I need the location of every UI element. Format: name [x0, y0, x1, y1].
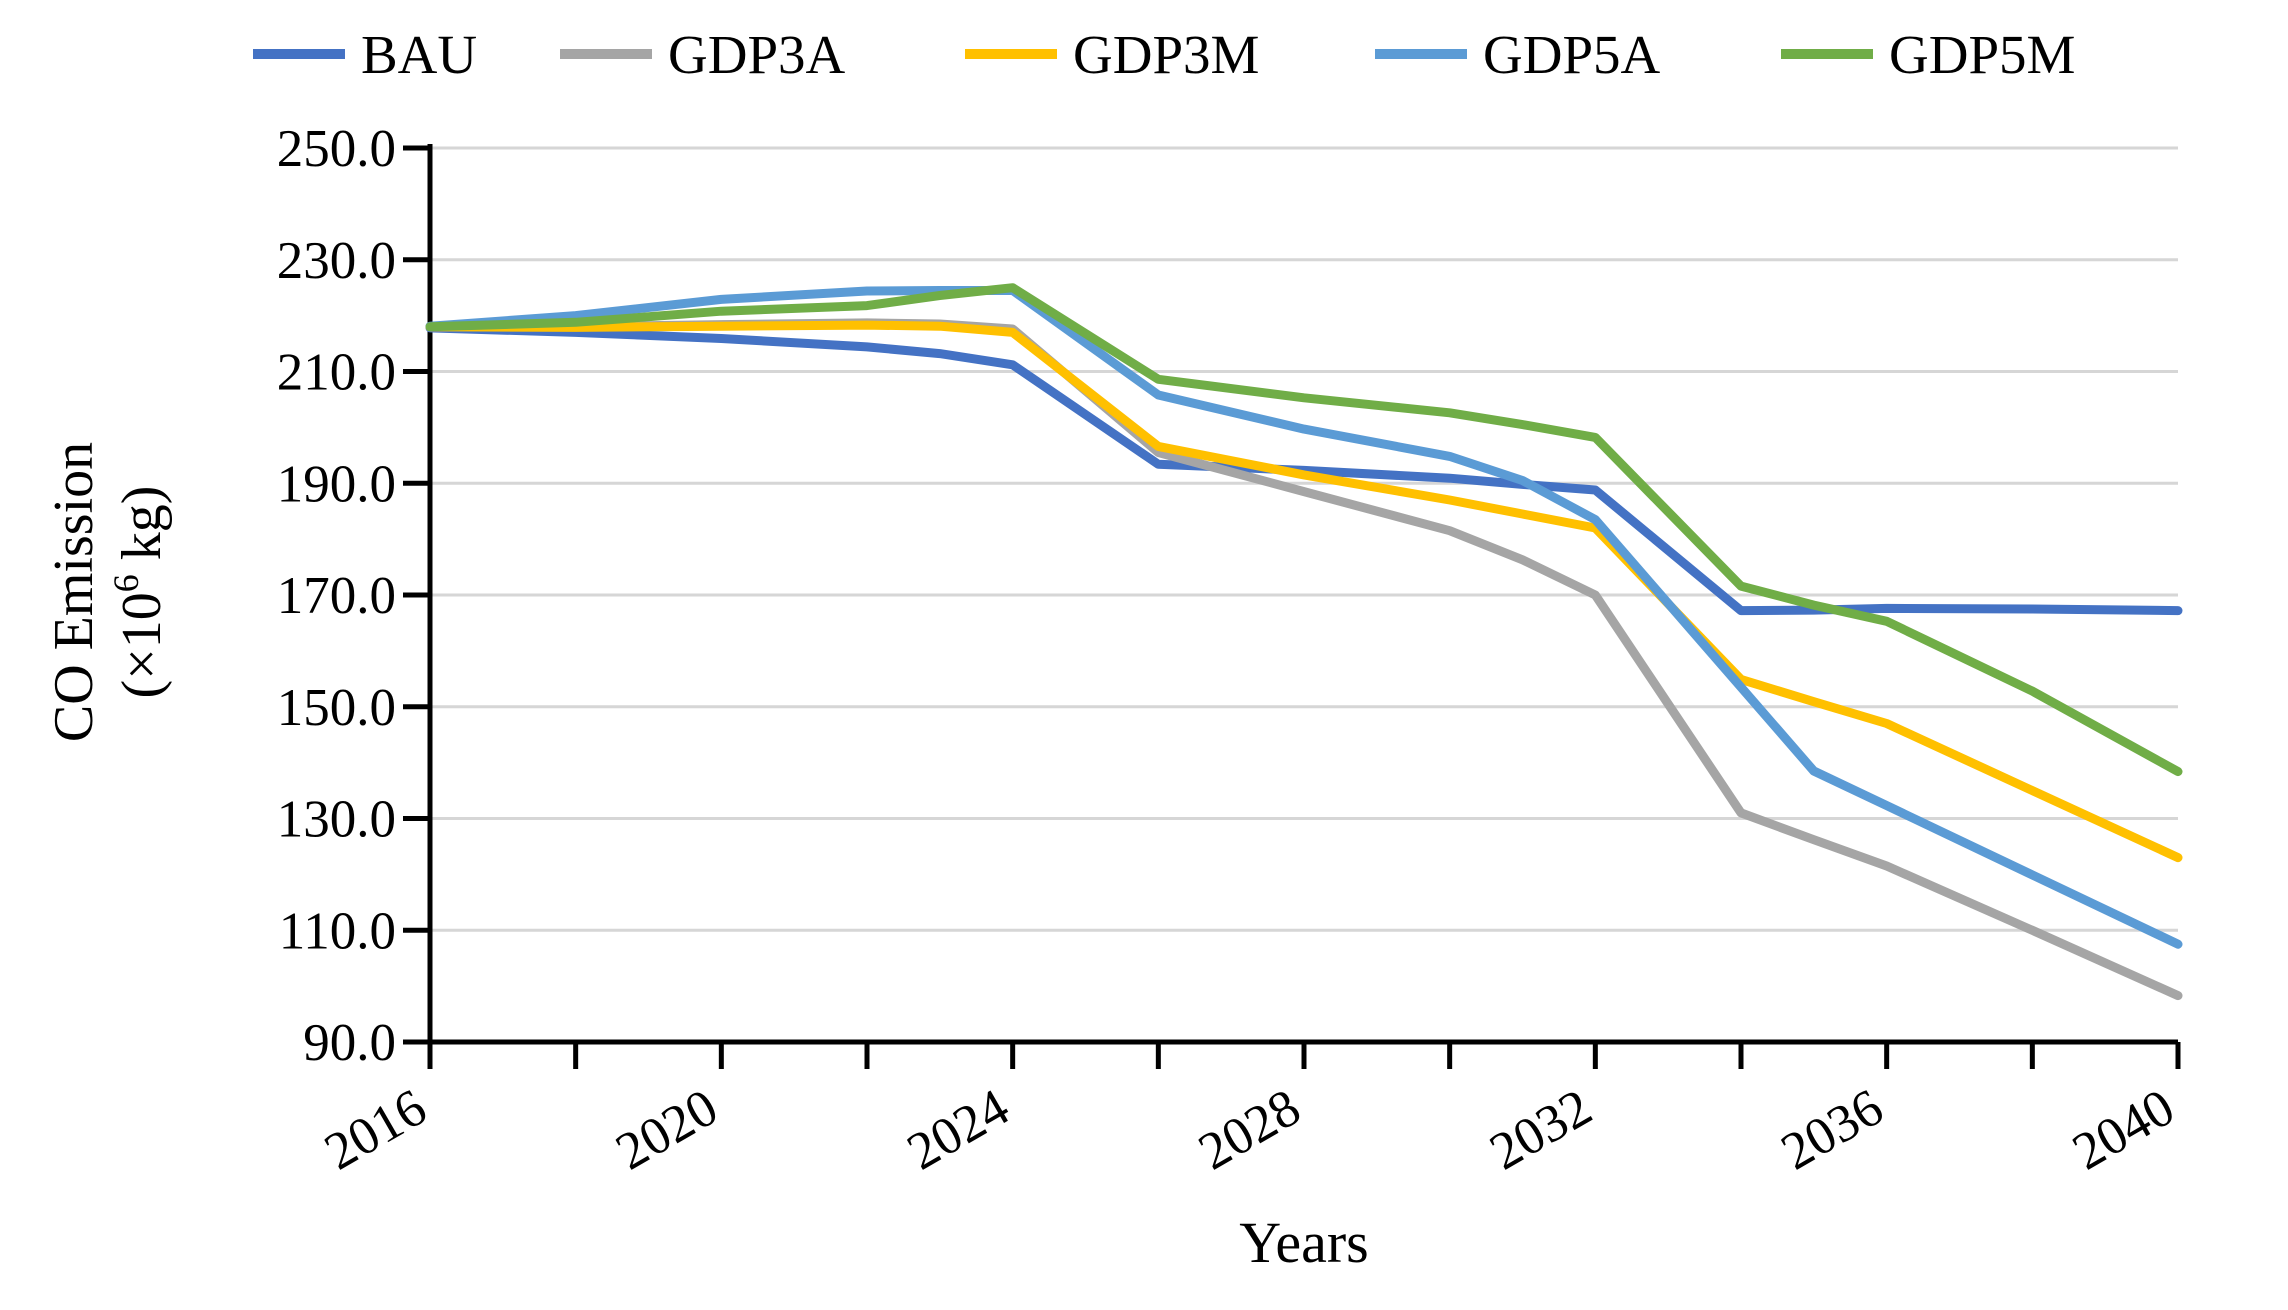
- legend-item-BAU: BAU: [253, 24, 477, 85]
- x-tick-label: 2032: [1481, 1078, 1602, 1181]
- y-tick-label: 90.0: [303, 1014, 396, 1072]
- legend-label-BAU: BAU: [361, 24, 477, 85]
- axis-titles: Years CO Emission (×106 kg): [43, 442, 1369, 1275]
- y-tick-label: 250.0: [277, 120, 396, 178]
- axis-ticks: [403, 145, 2181, 1069]
- legend-item-GDP3A: GDP3A: [560, 24, 846, 85]
- y-axis-title-line2: (×106 kg): [106, 486, 173, 699]
- legend-label-GDP5M: GDP5M: [1889, 24, 2075, 85]
- y-tick-label: 210.0: [277, 344, 396, 402]
- legend-label-GDP3A: GDP3A: [668, 24, 846, 85]
- gridlines: [430, 146, 2178, 932]
- x-tick-label: 2020: [607, 1078, 728, 1181]
- y-axis-title-suffix: kg): [111, 486, 173, 575]
- y-axis-title-line1: CO Emission: [43, 442, 105, 742]
- legend: BAU GDP3A GDP3M GDP5A GDP5M: [253, 24, 2075, 85]
- y-tick-label: 150.0: [277, 679, 396, 737]
- series-line-GDP3A: [425, 318, 2183, 1001]
- x-tick-label: 2016: [315, 1078, 436, 1181]
- legend-item-GDP3M: GDP3M: [965, 24, 1259, 85]
- y-tick-labels: 250.0 230.0 210.0 190.0 170.0 150.0 130.0 110.0…: [277, 120, 396, 1072]
- y-axis-title-prefix: (×10: [111, 592, 173, 698]
- x-tick-label: 2024: [898, 1078, 1019, 1181]
- legend-label-GDP5A: GDP5A: [1483, 24, 1661, 85]
- x-tick-labels: 2016 2020 2024 2028 2032 2036 2040: [315, 1078, 2184, 1181]
- y-tick-label: 170.0: [277, 567, 396, 625]
- series-line-GDP5A: [425, 286, 2183, 949]
- x-tick-label: 2028: [1189, 1078, 1310, 1181]
- x-tick-label: 2036: [1772, 1078, 1893, 1181]
- legend-item-GDP5M: GDP5M: [1781, 24, 2075, 85]
- series-line-GDP3M: [425, 320, 2183, 863]
- x-axis-title: Years: [1239, 1210, 1368, 1275]
- y-tick-label: 130.0: [277, 791, 396, 849]
- legend-item-GDP5A: GDP5A: [1375, 24, 1661, 85]
- legend-label-GDP3M: GDP3M: [1073, 24, 1259, 85]
- series-line-GDP5M: [425, 283, 2183, 777]
- x-tick-label: 2040: [2063, 1078, 2184, 1181]
- y-tick-label: 230.0: [277, 232, 396, 290]
- y-tick-label: 110.0: [279, 902, 396, 960]
- series-lines: [425, 283, 2183, 1001]
- y-tick-label: 190.0: [277, 455, 396, 513]
- y-axis-title-superscript: 6: [106, 574, 146, 592]
